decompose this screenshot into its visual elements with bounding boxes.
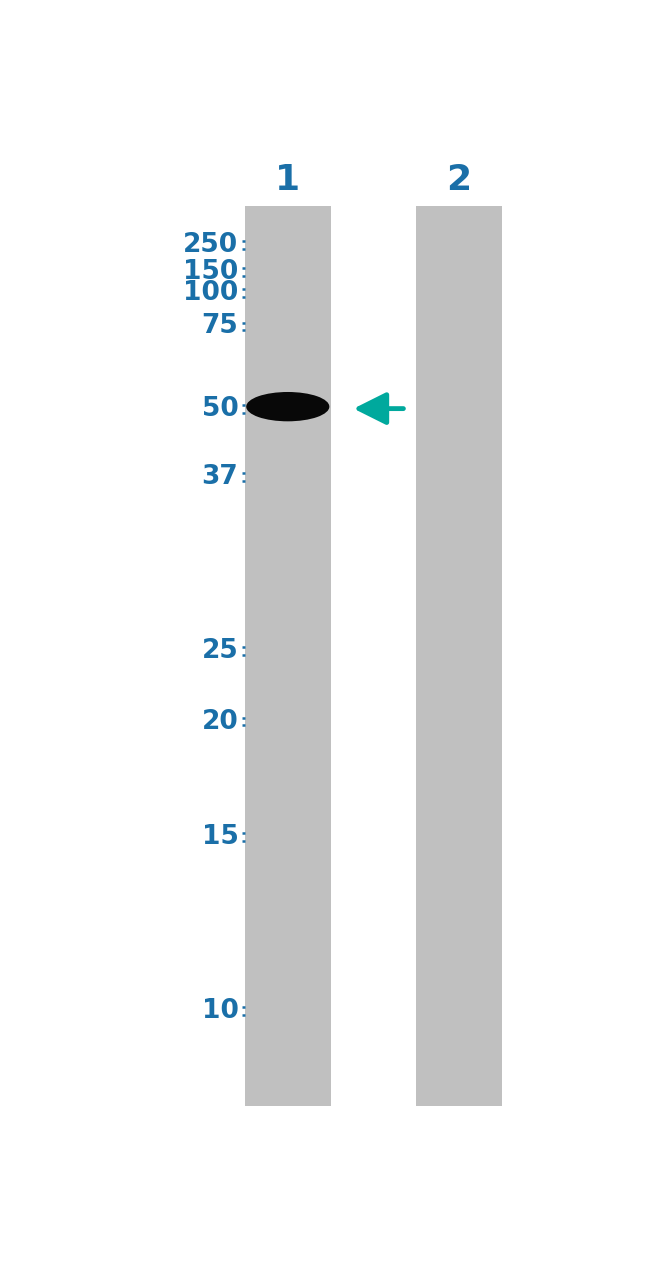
Text: 20: 20 [202,709,239,734]
Text: 10: 10 [202,998,239,1024]
Text: 1: 1 [275,163,300,197]
Text: 37: 37 [202,464,239,490]
Text: 100: 100 [183,281,239,306]
Text: 2: 2 [447,163,472,197]
Text: 50: 50 [202,396,239,422]
Text: 75: 75 [202,314,239,339]
Text: 25: 25 [202,638,239,664]
Text: 250: 250 [183,232,239,258]
Bar [245,206,331,1106]
Text: 150: 150 [183,259,239,284]
Ellipse shape [246,392,330,422]
Bar [416,206,502,1106]
Text: 15: 15 [202,824,239,850]
